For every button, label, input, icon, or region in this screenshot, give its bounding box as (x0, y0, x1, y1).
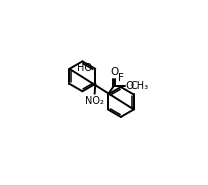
Text: CH₃: CH₃ (130, 81, 149, 91)
Text: NO₂: NO₂ (85, 96, 104, 106)
Text: O: O (111, 67, 119, 77)
Text: HO: HO (78, 63, 93, 73)
Text: O: O (125, 81, 134, 91)
Text: F: F (118, 73, 124, 83)
